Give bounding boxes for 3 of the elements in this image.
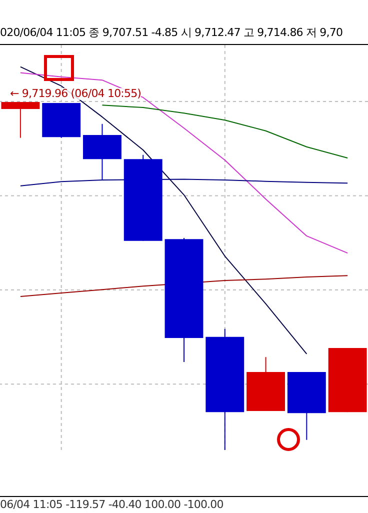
chart-title: 020/06/04 11:05 종 9,707.51 -4.85 시 9,712.47 고 9,714.86 저 9,70 xyxy=(0,24,368,45)
text: 06/04 11:05 -119.57 -40.40 100.00 -100.00 xyxy=(0,496,368,512)
text: ← 9,719.96 (06/04 10:55) xyxy=(10,87,142,100)
